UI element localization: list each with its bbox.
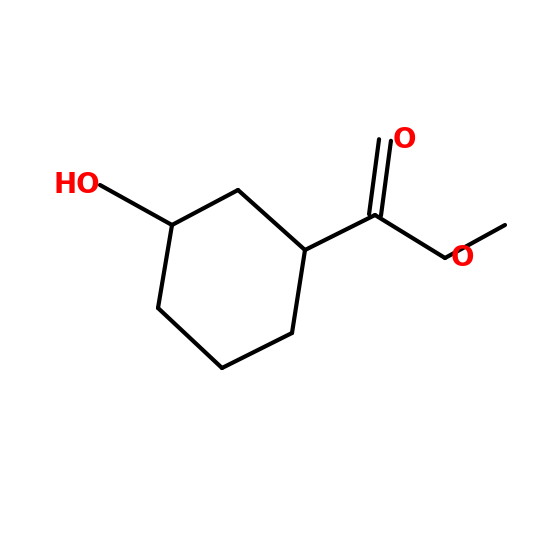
Text: O: O: [393, 126, 416, 154]
Text: HO: HO: [53, 171, 100, 199]
Text: O: O: [451, 244, 474, 272]
